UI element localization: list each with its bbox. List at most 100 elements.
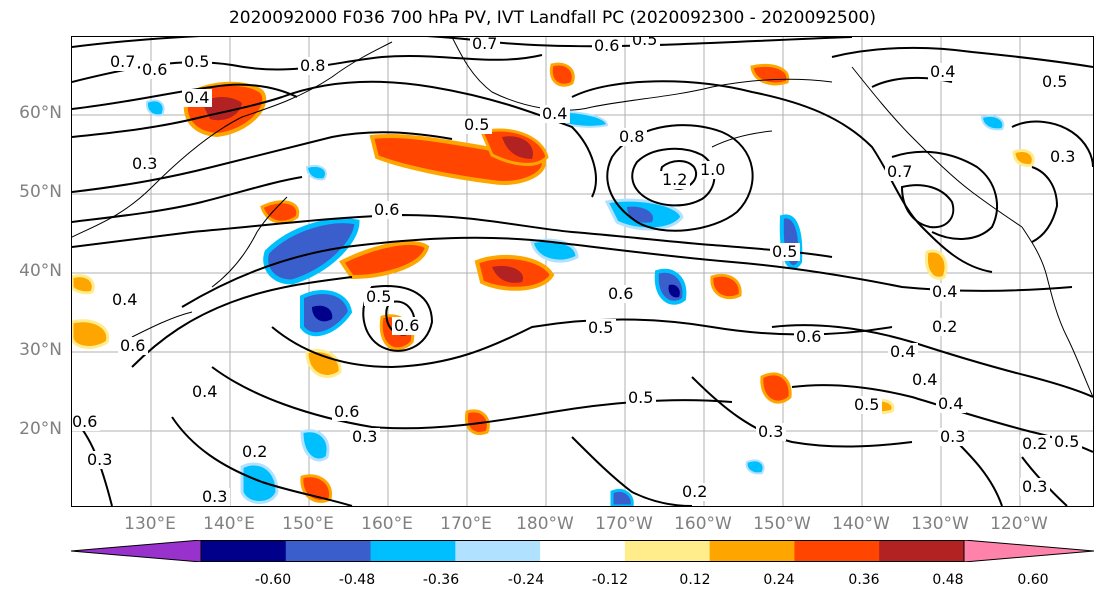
anomaly-blob xyxy=(980,115,1005,131)
anomaly-blob xyxy=(492,266,523,283)
anomaly-blob xyxy=(369,134,546,185)
contour-label-background xyxy=(938,428,968,446)
contour-label: 0.5 xyxy=(1054,432,1079,451)
anomaly-blob xyxy=(339,240,430,280)
contour-label: 1.2 xyxy=(662,170,687,189)
anomaly-blob xyxy=(263,218,360,285)
colorbar-tick-label: -0.24 xyxy=(507,572,545,588)
colorbar-segment xyxy=(540,540,626,562)
contour-label-background xyxy=(930,283,960,301)
anomaly-blob xyxy=(530,238,579,263)
anomaly-blob xyxy=(745,459,765,475)
contour-label: 0.3 xyxy=(1022,477,1047,496)
coastline-layer xyxy=(72,37,1093,398)
contour-label: 0.3 xyxy=(352,427,377,446)
lon-label: 140°E xyxy=(203,514,255,534)
contour-label-background xyxy=(118,337,148,355)
colorbar-tick-label: -0.48 xyxy=(338,572,376,588)
contour-label: 0.5 xyxy=(628,388,653,407)
contour-label: 0.4 xyxy=(930,62,955,81)
colorbar xyxy=(71,540,1094,562)
contour-label: 0.6 xyxy=(594,37,619,55)
contour-label-background xyxy=(298,57,328,75)
lon-label: 170°E xyxy=(440,514,492,534)
contour-label-background xyxy=(698,161,728,179)
colorbar-segment xyxy=(879,540,965,562)
contour-label-background xyxy=(72,413,100,431)
colorbar-extend-min xyxy=(71,540,202,562)
contour-label: 0.6 xyxy=(394,316,419,335)
contour-label: 0.4 xyxy=(184,88,209,107)
contour-label-background xyxy=(350,428,380,446)
anomaly-blob xyxy=(72,319,110,349)
contour-label-background xyxy=(910,371,940,389)
contour-label-background xyxy=(1040,73,1070,91)
colorbar-frame xyxy=(200,540,965,562)
contour-label-background xyxy=(364,288,394,306)
contour-label-background xyxy=(586,319,616,337)
contour-label-background xyxy=(770,243,800,261)
contour-label-background xyxy=(332,403,362,421)
contour-label: 0.6 xyxy=(72,412,97,431)
contour-label-background xyxy=(108,53,138,71)
contour-label: 0.7 xyxy=(110,52,135,71)
anomaly-blob xyxy=(549,62,575,87)
contour-label-background xyxy=(885,163,915,181)
anomaly-blob xyxy=(750,63,790,86)
contour-label: 0.8 xyxy=(619,127,644,146)
lon-label: 170°W xyxy=(595,514,653,534)
contour-label-background xyxy=(200,488,230,506)
lat-label: 40°N xyxy=(19,261,62,281)
contour-label: 0.6 xyxy=(374,200,399,219)
anomaly-blob xyxy=(924,249,948,280)
negative-anomaly-layer xyxy=(145,99,1005,506)
contour-label-background xyxy=(606,285,636,303)
contour-label-background xyxy=(462,116,492,134)
contour-label-background xyxy=(630,37,660,49)
contour-label-background xyxy=(240,443,270,461)
colorbar-tick-label: -0.60 xyxy=(254,572,292,588)
contour-label: 0.5 xyxy=(184,52,209,71)
anomaly-blob xyxy=(312,305,333,322)
lon-label: 140°W xyxy=(832,514,890,534)
contour-label-background xyxy=(888,343,918,361)
contour-label: 0.7 xyxy=(472,37,497,53)
colorbar-tick-label: 0.48 xyxy=(932,572,964,588)
contour-label-background xyxy=(852,396,882,414)
lat-label: 50°N xyxy=(19,182,62,202)
contour-label-background xyxy=(660,171,690,189)
lon-label: 130°W xyxy=(911,514,969,534)
contour-label: 0.2 xyxy=(682,482,707,501)
contour-label-background xyxy=(130,155,160,173)
colorbar-tick-label: -0.36 xyxy=(422,572,460,588)
contour-label-background xyxy=(540,105,570,123)
lon-label: 180°W xyxy=(516,514,574,534)
lat-label: 20°N xyxy=(19,419,62,439)
contour-label: 0.6 xyxy=(142,60,167,79)
contour-label-background xyxy=(392,317,422,335)
anomaly-blob xyxy=(502,136,533,159)
colorbar-tick-label: -0.12 xyxy=(591,572,629,588)
pv-contour-layer xyxy=(72,37,1093,506)
contour-label-background xyxy=(470,37,500,53)
contour-label: 0.3 xyxy=(87,450,112,469)
contour-label-background xyxy=(756,423,786,441)
colorbar-segment xyxy=(455,540,541,562)
contour-label: 0.4 xyxy=(542,104,567,123)
contour-label: 0.5 xyxy=(632,37,657,49)
contour-label-background xyxy=(936,395,966,413)
colorbar-segment xyxy=(794,540,880,562)
colorbar-tick-label: 0.12 xyxy=(679,572,711,588)
contour-label: 0.4 xyxy=(912,370,937,389)
contour-label-background xyxy=(85,451,115,469)
contour-label: 0.2 xyxy=(242,442,267,461)
anomaly-blob xyxy=(72,274,95,295)
colorbar-tick-label: 0.36 xyxy=(848,572,880,588)
contour-label: 0.5 xyxy=(1042,72,1067,91)
anomaly-blob xyxy=(610,489,634,506)
contour-label-background xyxy=(372,201,402,219)
anomaly-blob xyxy=(760,372,792,404)
map-title: 2020092000 F036 700 hPa PV, IVT Landfall… xyxy=(228,8,876,28)
contour-label-background xyxy=(1020,435,1050,453)
contour-label: 0.4 xyxy=(192,382,217,401)
